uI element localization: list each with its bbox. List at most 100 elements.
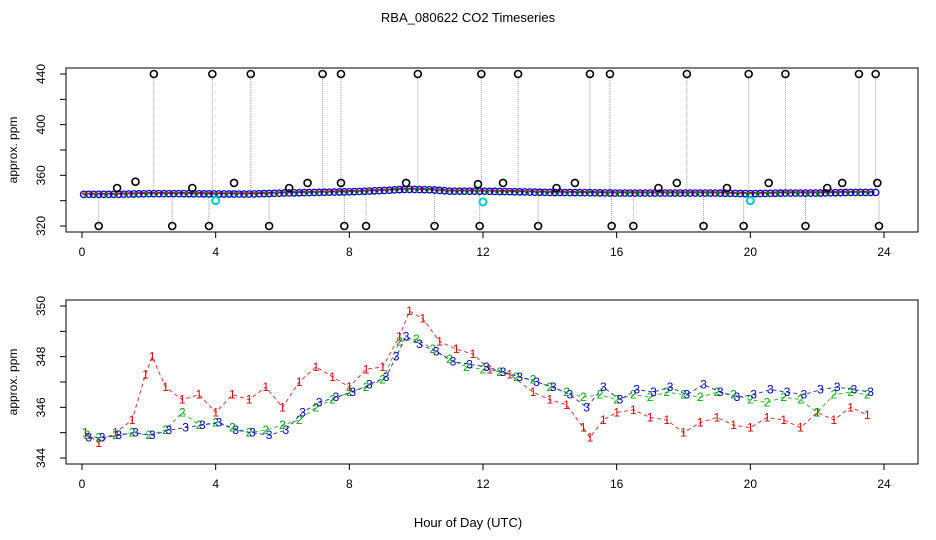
- baseline-marker: [621, 189, 629, 197]
- series-2-point: 2: [864, 388, 871, 402]
- series-3-point: 3: [282, 423, 289, 437]
- baseline-marker-2: [535, 190, 540, 195]
- series-3-point: 3: [299, 405, 306, 419]
- series-1-point: 1: [780, 413, 787, 427]
- baseline-marker: [455, 187, 464, 196]
- baseline-marker: [786, 189, 795, 197]
- baseline-marker: [811, 189, 820, 197]
- y-axis-label: approx. ppm: [6, 349, 20, 416]
- baseline-marker: [641, 189, 649, 197]
- baseline-marker: [871, 188, 880, 197]
- x-tick-label: 16: [610, 477, 624, 491]
- outlier-point: [699, 221, 708, 231]
- series-1-point: 1: [600, 413, 607, 427]
- outlier-point: [303, 178, 312, 188]
- series-2-point: 2: [747, 393, 754, 407]
- outlier-point: [570, 178, 580, 188]
- top-panel: 0 4 8 12 16 20 24 320 360 400 440 approx. ppm: [6, 64, 919, 259]
- baseline-marker: [771, 189, 780, 198]
- series-1-point: 1: [847, 400, 854, 414]
- series-2-point: 2: [680, 388, 687, 402]
- baseline-marker: [601, 189, 609, 197]
- series-1-point: 1: [680, 426, 687, 440]
- x-tick-label: 24: [877, 477, 891, 491]
- baseline-marker: [681, 189, 690, 197]
- baseline-marker: [581, 188, 589, 197]
- series-2-point: 2: [162, 423, 169, 437]
- baseline-marker-2: [103, 192, 109, 197]
- baseline-marker-2: [695, 191, 700, 196]
- series-3-point: 3: [249, 426, 256, 440]
- series-3-point: 3: [750, 388, 757, 402]
- series-1-point: 1: [630, 403, 637, 417]
- baseline-marker-2: [264, 191, 269, 197]
- baseline-marker-2: [83, 192, 89, 197]
- baseline-marker-2: [575, 190, 580, 196]
- baseline-marker-2: [645, 191, 650, 196]
- baseline-marker-2: [364, 189, 369, 194]
- series-3-point: 3: [650, 385, 657, 399]
- series-2-point: 2: [112, 428, 119, 442]
- baseline-marker: [99, 190, 108, 199]
- baseline-marker-2: [174, 191, 179, 197]
- baseline-marker-2: [705, 191, 710, 196]
- series-2-point: 2: [363, 380, 370, 394]
- baseline-marker-2: [204, 192, 209, 197]
- y-tick-label: 346: [34, 397, 48, 417]
- series-3-point: 3: [700, 378, 707, 392]
- series-1-point: 1: [363, 362, 370, 376]
- baseline-marker: [856, 188, 865, 197]
- outlier-point: [208, 69, 217, 79]
- baseline-marker: [676, 189, 685, 197]
- series-2-point: 2: [313, 400, 320, 414]
- outlier-point: [131, 177, 140, 186]
- baseline-marker: [325, 188, 334, 197]
- baseline-marker: [616, 189, 624, 197]
- series-3-point: 3: [867, 385, 874, 399]
- cyan-point: [745, 196, 755, 206]
- baseline-marker: [520, 188, 529, 196]
- series-3-point: 3: [383, 370, 390, 384]
- series-3-point: 3: [567, 388, 574, 402]
- outlier-point: [112, 183, 122, 193]
- baseline-marker-2: [494, 189, 500, 194]
- baseline-marker: [831, 188, 840, 197]
- series-1-point: 1: [470, 347, 477, 361]
- series-2-point: 2: [279, 418, 286, 432]
- x-tick-label: 8: [346, 245, 353, 259]
- baseline-marker: [561, 188, 569, 197]
- baseline-marker-2: [565, 190, 570, 196]
- plot-frame: [65, 67, 919, 233]
- series-3-point: 3: [450, 355, 457, 369]
- baseline-marker: [245, 190, 253, 198]
- series-3-point: 3: [366, 378, 373, 392]
- baseline-marker-2: [344, 190, 349, 195]
- outlier-point: [187, 183, 197, 193]
- baseline-marker: [260, 189, 268, 198]
- baseline-marker-2: [514, 190, 520, 195]
- baseline-marker: [340, 188, 349, 196]
- baseline-marker: [320, 188, 329, 197]
- x-tick-label: 0: [79, 477, 86, 491]
- baseline-marker: [671, 189, 679, 197]
- outlier-point: [473, 179, 483, 189]
- baseline-marker: [250, 190, 258, 198]
- baseline-marker: [420, 185, 429, 194]
- series-1-point: 1: [587, 431, 594, 445]
- baseline-marker: [851, 188, 860, 197]
- series-3-point: 3: [800, 388, 807, 402]
- baseline-marker: [265, 189, 273, 198]
- baseline-marker: [405, 185, 414, 194]
- baseline-marker-2: [394, 188, 399, 193]
- outlier-point: [264, 221, 274, 231]
- outlier-point: [854, 69, 864, 79]
- baseline-marker: [79, 190, 88, 199]
- baseline-marker: [741, 189, 750, 198]
- series-3-point: 3: [834, 380, 841, 394]
- series-2-point: 2: [847, 385, 854, 399]
- baseline-marker: [721, 189, 730, 198]
- baseline-marker: [465, 187, 474, 196]
- baseline-marker: [295, 188, 304, 197]
- baseline-marker-2: [464, 189, 470, 194]
